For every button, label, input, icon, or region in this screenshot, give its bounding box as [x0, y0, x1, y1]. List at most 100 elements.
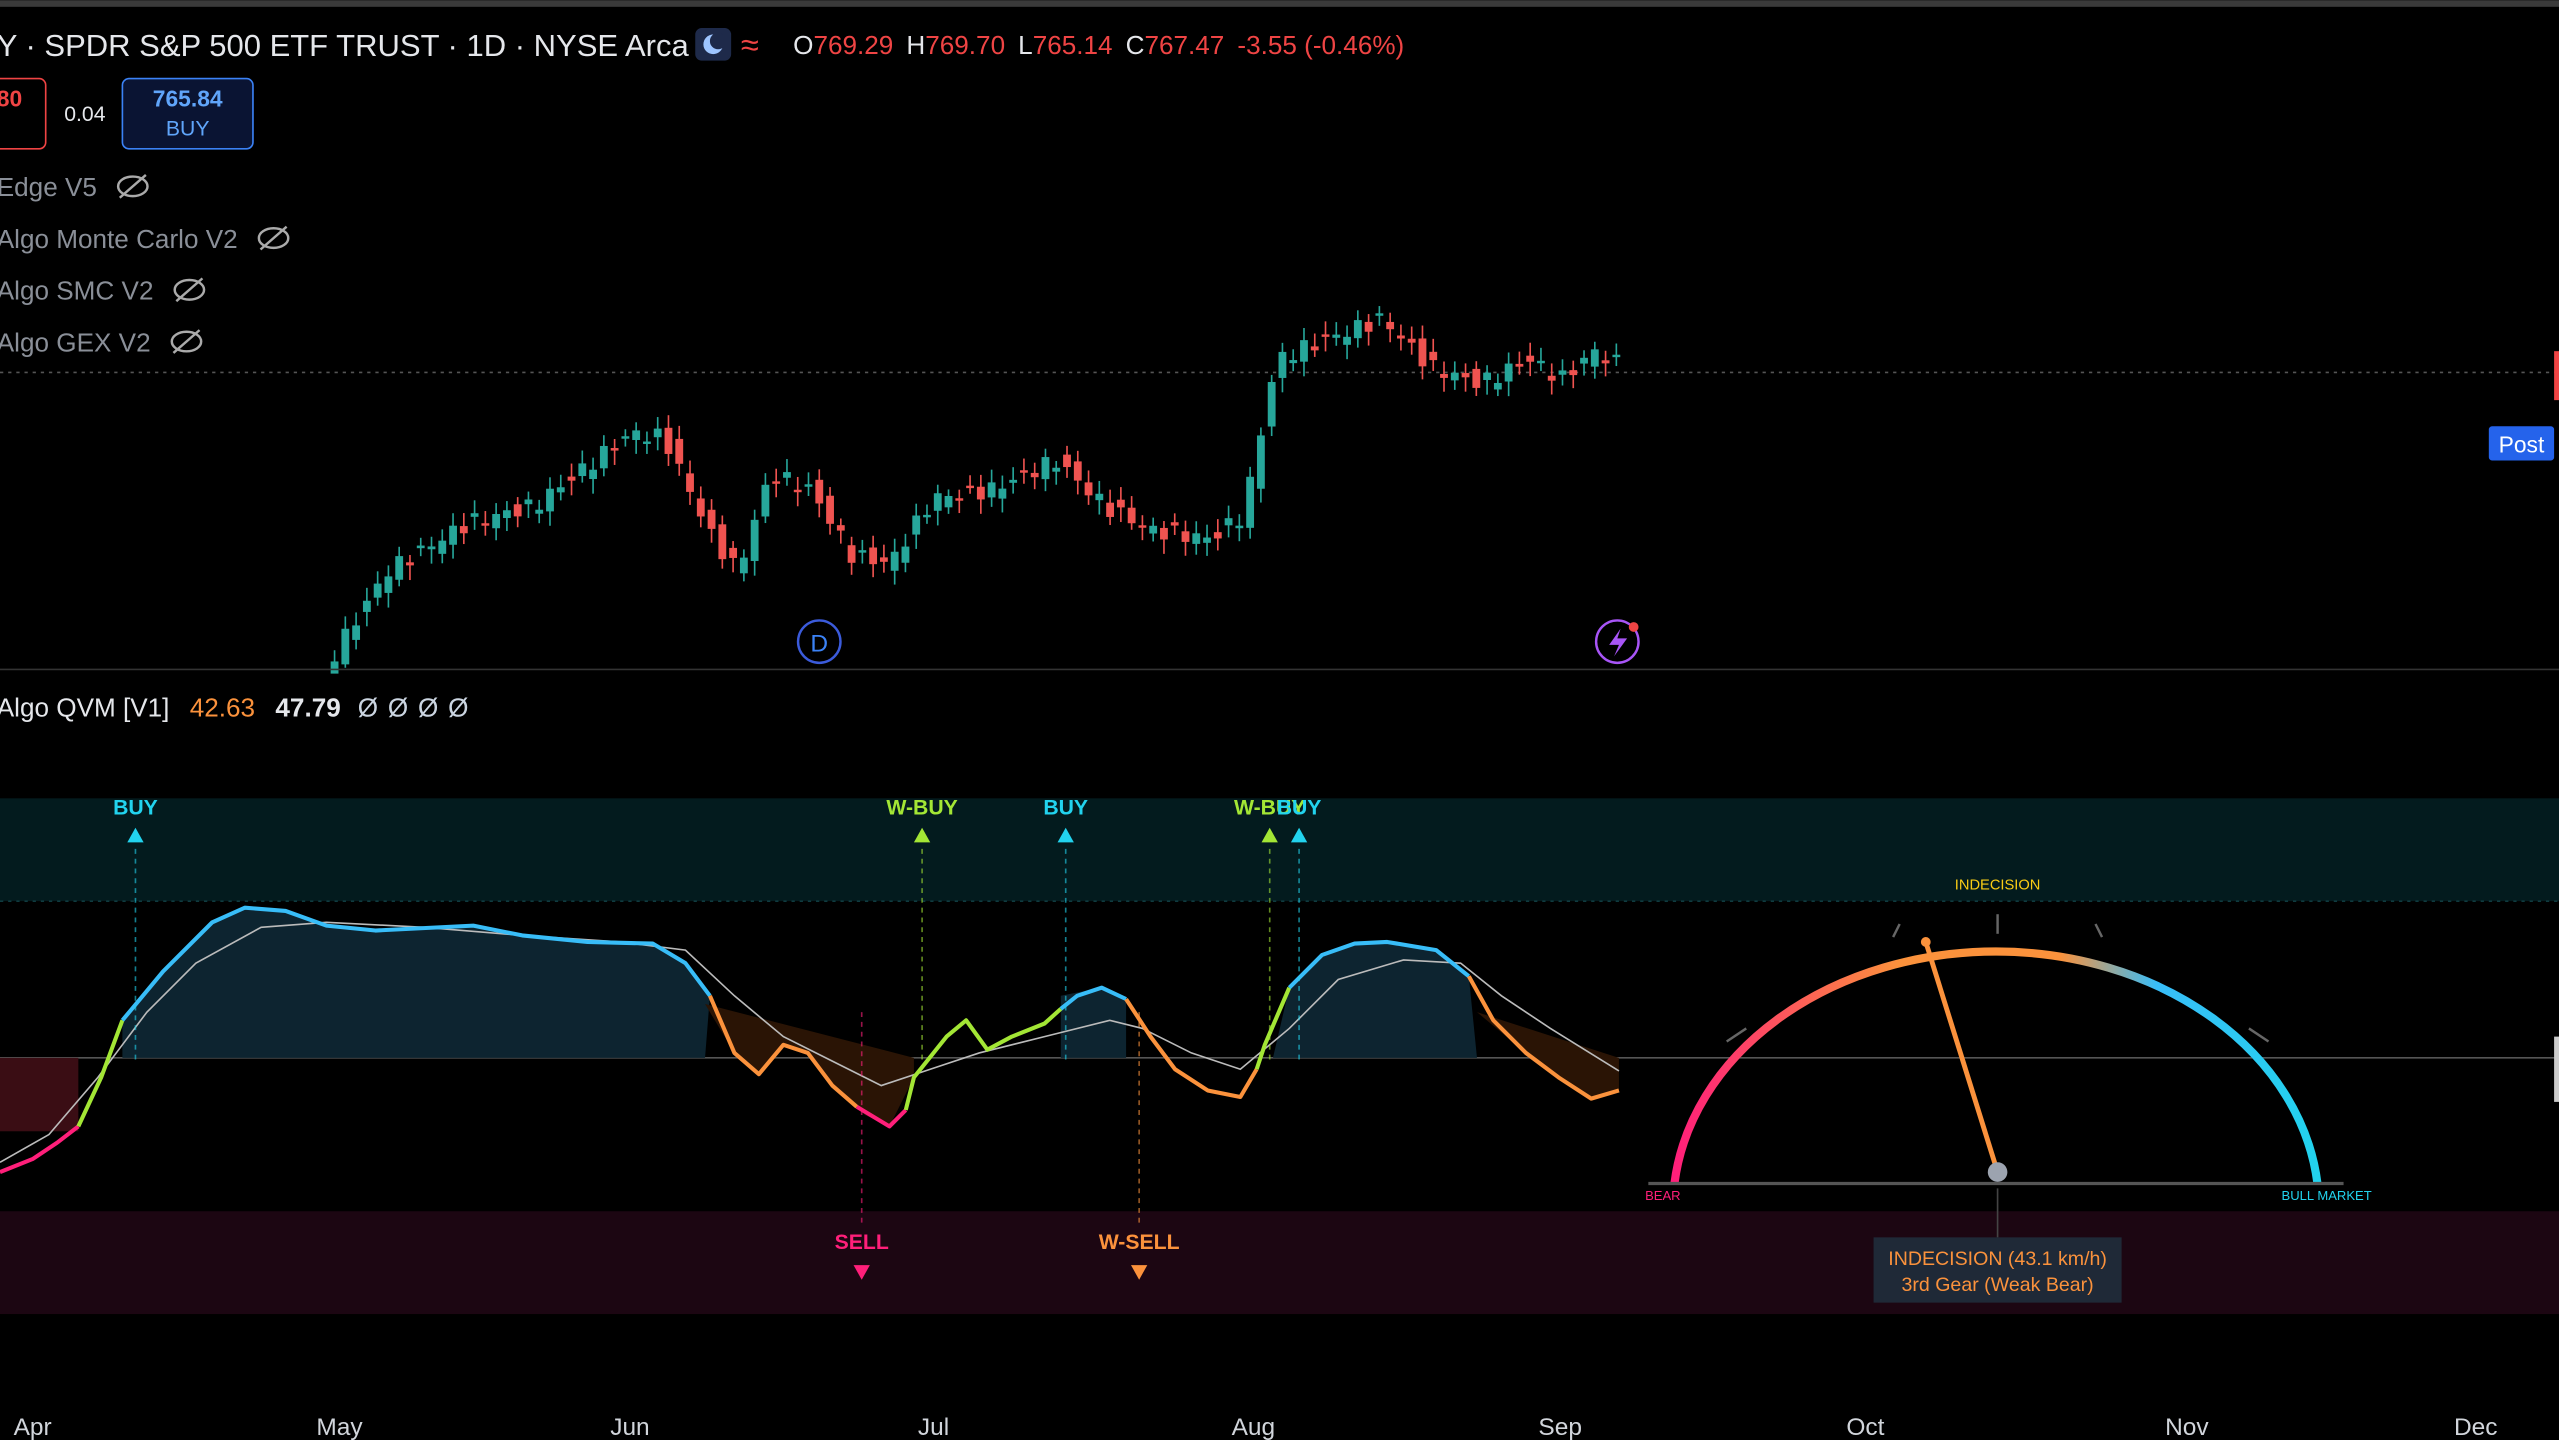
dividend-label[interactable]: D	[810, 630, 828, 657]
tooltip-line1: INDECISION (43.1 km/h)	[1888, 1248, 2107, 1270]
ohlc-key: H	[906, 30, 925, 60]
candle-body	[373, 583, 382, 598]
candle-body	[1504, 363, 1513, 382]
buy-label[interactable]: BUY	[166, 118, 210, 141]
ohlc-value: 769.70	[925, 30, 1005, 60]
month-label: Oct	[1846, 1414, 1884, 1440]
null-value: Ø	[388, 693, 408, 723]
line-segment	[1124, 997, 1259, 1100]
candle-body	[1590, 349, 1599, 367]
hide-icon[interactable]	[116, 175, 149, 198]
month-label: Nov	[2165, 1414, 2209, 1440]
candle-body	[1601, 360, 1610, 364]
candle-body	[1084, 482, 1093, 496]
candle-body	[1192, 533, 1201, 544]
signal-label: W-BUY	[1234, 797, 1305, 820]
candle-body	[1160, 527, 1168, 540]
overbought-zone	[0, 798, 2559, 902]
fill-area	[1060, 987, 1127, 1058]
ohlc-value: 769.29	[813, 30, 893, 60]
hide-slash	[172, 329, 201, 354]
line-segment	[0, 1124, 80, 1174]
candle-body	[1181, 531, 1190, 542]
hide-slash	[175, 277, 204, 303]
candle-body	[1256, 435, 1265, 489]
signal-arrow	[853, 1265, 870, 1280]
buy-price[interactable]: 765.84	[153, 85, 223, 111]
candle-body	[621, 436, 630, 439]
buy-button[interactable]	[121, 77, 254, 150]
gauge-needle	[1923, 941, 2000, 1173]
candle-body	[1321, 334, 1330, 337]
month-label: Aug	[1232, 1414, 1276, 1440]
hide-icon[interactable]	[257, 227, 290, 250]
fill-area	[1272, 941, 1477, 1058]
candle-body	[384, 576, 393, 593]
candle-body	[1213, 532, 1222, 539]
sell-button[interactable]	[0, 77, 47, 150]
null-value: Ø	[358, 693, 378, 723]
signal-label: SELL	[835, 1231, 889, 1254]
top-bar	[0, 0, 2559, 7]
candle-body	[1267, 381, 1276, 427]
candle-body	[955, 498, 964, 501]
line-segment	[903, 1007, 1063, 1111]
osc-value1: 42.63	[190, 693, 255, 723]
indicator-name: Edge V5	[0, 172, 97, 202]
signal-label: BUY	[1043, 797, 1088, 820]
candle-body	[1138, 525, 1147, 528]
candle-body	[1116, 499, 1125, 508]
candle-body	[1246, 476, 1255, 528]
signal-label: BUY	[113, 797, 158, 820]
candle-body	[556, 487, 565, 493]
candle-body	[502, 510, 511, 519]
candle-body	[686, 473, 694, 492]
candle-body	[901, 546, 910, 563]
line-segment	[120, 905, 712, 1022]
dividend-marker[interactable]	[796, 619, 842, 665]
candle-body	[696, 498, 705, 517]
earnings-marker[interactable]	[1594, 619, 1640, 665]
candle-body	[987, 482, 996, 498]
candle-body	[1020, 470, 1028, 473]
indicator-list: Edge V5 Algo Monte Carlo V2 Algo SMC V2 Alg…	[0, 172, 290, 357]
candle-body	[1278, 351, 1287, 378]
candle-body	[718, 524, 727, 560]
gauge-ticks	[1725, 914, 2270, 1043]
ohlc: O769.29 H769.70 L765.14 C767.47 -3.55 (-0.46…	[793, 30, 1404, 60]
candle-body	[492, 514, 501, 529]
hide-icon[interactable]	[170, 330, 203, 353]
candle-body	[1386, 321, 1395, 330]
candles	[330, 306, 1621, 674]
dot	[1628, 622, 1639, 632]
candle-body	[438, 540, 447, 554]
indicator-name: Algo SMC V2	[0, 276, 153, 306]
signal-arrow	[913, 827, 931, 843]
candle-body	[804, 484, 813, 487]
candle-body	[1009, 479, 1018, 483]
candle-body	[1515, 363, 1524, 367]
candle-body	[632, 430, 641, 441]
sell-price[interactable]: 80	[0, 85, 22, 111]
candle-body	[944, 496, 953, 508]
bolt-icon	[1609, 628, 1628, 657]
gauge-left-label: BEAR	[1645, 1188, 1681, 1203]
indicator-name: Algo GEX V2	[0, 327, 151, 357]
ohlc-key: L	[1018, 30, 1033, 60]
candle-body	[1407, 338, 1416, 343]
month-label: Apr	[14, 1414, 52, 1440]
candle-body	[1364, 321, 1373, 332]
candle-body	[1526, 355, 1535, 362]
null-value: Ø	[418, 693, 438, 723]
line-segment	[1467, 975, 1620, 1101]
candle-body	[783, 472, 791, 478]
candle-body	[481, 523, 490, 526]
signal-label: W-BUY	[886, 797, 957, 820]
candle-body	[1612, 354, 1621, 358]
hide-icon[interactable]	[173, 278, 206, 301]
candle-body	[1353, 320, 1362, 339]
